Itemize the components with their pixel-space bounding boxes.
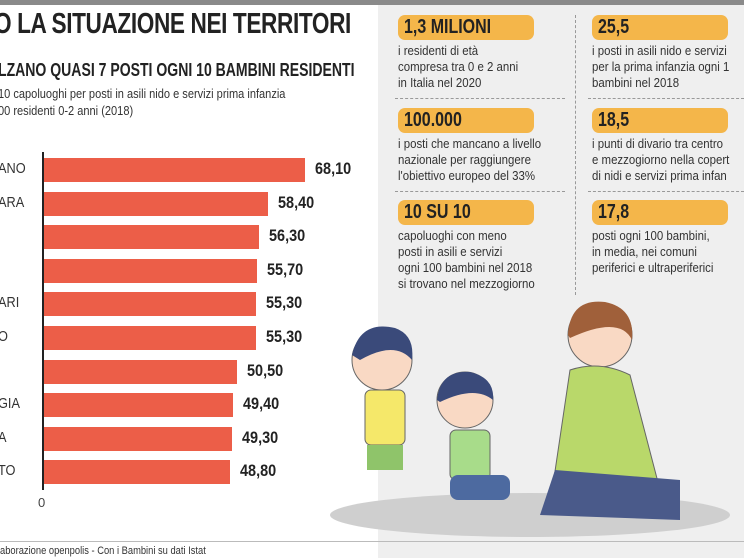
chart-description-2: 00 residenti 0-2 anni (2018) <box>0 103 134 118</box>
stat-line: per la prima infanzia ogni 1 <box>592 59 730 74</box>
category-label: O <box>0 328 8 345</box>
stat-block: 18,5 i punti di divario tra centro e mezzo… <box>592 108 744 184</box>
value-label: 55,30 <box>265 293 302 313</box>
value-label: 49,30 <box>242 427 279 447</box>
value-label: 58,40 <box>277 192 314 212</box>
stat-text: posti ogni 100 bambini, in media, nei com… <box>592 228 744 276</box>
value-label: 49,40 <box>242 394 279 414</box>
x-tick-0: 0 <box>38 495 46 510</box>
stat-line: ogni 100 bambini nel 2018 <box>398 260 533 275</box>
divider <box>395 191 565 192</box>
stat-value: 1,3 MILIONI <box>398 15 534 40</box>
stat-line: in Italia nel 2020 <box>398 75 482 90</box>
page-title: O LA SITUAZIONE NEI TERRITORI <box>0 8 351 40</box>
value-label: 55,30 <box>265 327 302 346</box>
stat-line: i posti in asili nido e servizi <box>592 43 727 58</box>
stat-line: capoluoghi con meno <box>398 228 507 243</box>
chart-subtitle: LZANO QUASI 7 POSTI OGNI 10 BAMBINI RESI… <box>0 60 355 80</box>
stat-text: i posti che mancano a livello nazionale p… <box>398 136 556 184</box>
stat-value: 10 SU 10 <box>398 200 534 225</box>
stat-line: i punti di divario tra centro <box>592 136 723 151</box>
stat-block: 1,3 MILIONI i residenti di età compresa tr… <box>398 15 578 91</box>
stat-line: i posti che mancano a livello <box>398 136 542 151</box>
value-label: 68,10 <box>315 159 352 178</box>
category-label: A <box>0 429 7 446</box>
stat-line: in media, nei comuni <box>592 244 697 259</box>
divider <box>395 98 565 99</box>
stat-block: 10 SU 10 capoluoghi con meno posti in asil… <box>398 200 578 292</box>
bar <box>44 292 256 317</box>
stat-line: bambini nel 2018 <box>592 75 680 90</box>
stat-block: 100.000 i posti che mancano a livello nazi… <box>398 108 578 184</box>
stat-block: 25,5 i posti in asili nido e servizi per l… <box>592 15 744 91</box>
value-label: 48,80 <box>240 461 277 481</box>
stat-block: 17,8 posti ogni 100 bambini, in media, nei… <box>592 200 744 276</box>
bar <box>44 460 231 485</box>
stat-line: posti ogni 100 bambini, <box>592 228 710 243</box>
stat-line: i residenti di età <box>398 43 479 58</box>
stat-text: capoluoghi con meno posti in asili e serv… <box>398 228 556 292</box>
bar <box>44 158 305 182</box>
category-label: TO <box>0 462 16 480</box>
value-label: 50,50 <box>247 360 284 380</box>
y-axis-line <box>42 152 44 490</box>
bar <box>44 359 238 384</box>
top-bar <box>0 0 744 5</box>
value-label: 56,30 <box>269 226 306 246</box>
stat-text: i posti in asili nido e servizi per la pr… <box>592 43 744 91</box>
stat-value: 18,5 <box>592 108 728 133</box>
stat-line: posti in asili e servizi <box>398 244 503 259</box>
divider <box>575 15 576 295</box>
bar <box>44 225 260 250</box>
bar <box>44 326 256 350</box>
stat-line: periferici e ultraperiferici <box>592 260 714 275</box>
stat-line: nazionale per raggiungere <box>398 152 531 167</box>
stat-text: i punti di divario tra centro e mezzogior… <box>592 136 744 184</box>
bar <box>44 258 258 283</box>
source-note: aborazione openpolis - Con i Bambini su … <box>0 541 744 557</box>
bar <box>44 191 268 216</box>
stat-value: 100.000 <box>398 108 534 133</box>
chart-description: 10 capoluoghi per posti in asili nido e … <box>0 86 286 101</box>
stat-value: 25,5 <box>592 15 728 40</box>
category-label: GIA <box>0 395 20 413</box>
stat-line: e mezzogiorno nella copert <box>592 152 730 167</box>
stat-value: 17,8 <box>592 200 728 225</box>
stat-line: l'obiettivo europeo del 33% <box>398 168 536 183</box>
stat-line: compresa tra 0 e 2 anni <box>398 59 519 74</box>
stat-line: si trovano nel mezzogiorno <box>398 276 535 291</box>
divider <box>588 191 744 192</box>
category-label: ARI <box>0 294 20 312</box>
divider <box>588 98 744 99</box>
category-label: ARA <box>0 193 25 211</box>
stat-text: i residenti di età compresa tra 0 e 2 ann… <box>398 43 556 91</box>
value-label: 55,70 <box>267 259 304 279</box>
stat-line: di nidi e servizi prima infan <box>592 168 727 183</box>
children-illustration <box>330 301 730 537</box>
bar <box>44 393 233 418</box>
bar <box>44 426 233 451</box>
category-label: ANO <box>0 160 26 177</box>
